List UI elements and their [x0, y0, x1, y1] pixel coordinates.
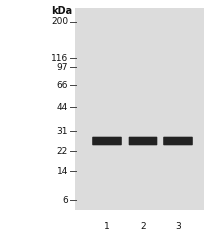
Text: 14: 14 — [57, 167, 68, 175]
Text: 97: 97 — [57, 62, 68, 72]
Text: 200: 200 — [51, 17, 68, 26]
Text: 3: 3 — [175, 222, 181, 231]
FancyBboxPatch shape — [129, 137, 157, 145]
FancyBboxPatch shape — [92, 137, 122, 145]
Text: 31: 31 — [57, 126, 68, 135]
Text: 1: 1 — [104, 222, 110, 231]
Text: 6: 6 — [62, 196, 68, 205]
FancyBboxPatch shape — [163, 137, 193, 145]
Text: 66: 66 — [57, 81, 68, 89]
Text: 44: 44 — [57, 102, 68, 111]
Bar — [75, 8, 204, 210]
Text: 116: 116 — [51, 53, 68, 62]
Text: 2: 2 — [140, 222, 146, 231]
Text: kDa: kDa — [51, 6, 72, 16]
Text: 22: 22 — [57, 147, 68, 156]
